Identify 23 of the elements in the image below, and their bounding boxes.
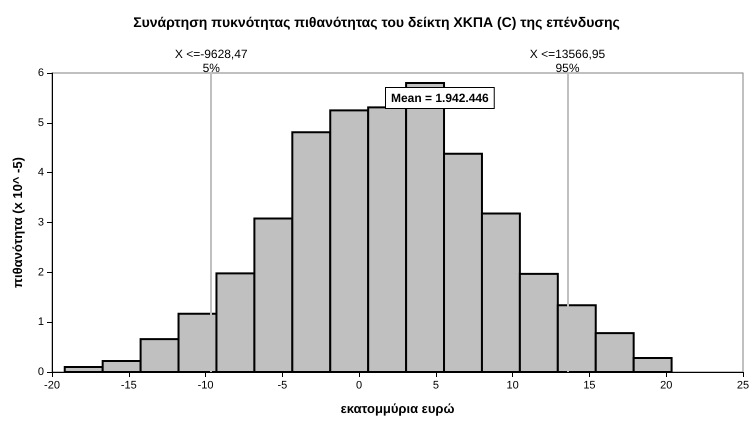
x-tick-label: 10 (506, 380, 519, 392)
x-tick-label: -15 (120, 380, 137, 392)
x-tick-label: 0 (356, 380, 362, 392)
y-axis-title: πιθανότητα (x 10^ -5) (10, 157, 25, 288)
x-tick-label: 15 (583, 380, 596, 392)
y-tick-label: 4 (38, 166, 44, 179)
y-tick-label: 5 (38, 116, 44, 129)
y-tick-label: 2 (38, 266, 44, 278)
x-tick-label: -5 (277, 380, 288, 392)
y-tick-label: 0 (38, 366, 44, 378)
annotation: Mean = 1.942.446 (391, 91, 490, 105)
y-tick-label: 3 (38, 216, 44, 228)
ref-line-label: X <=13566,95 95% (530, 47, 606, 75)
x-tick-label: -20 (44, 380, 60, 392)
x-axis-title: εκατομμύρια ευρώ (340, 401, 454, 416)
x-tick-label: 25 (736, 380, 750, 392)
x-tick-label: 20 (660, 380, 672, 392)
ref-line-label: X <=-9628,47 5% (174, 47, 248, 75)
chart-title: Συνάρτηση πυκνότητας πιθανότητας του δείκτη ΧΚΠΑ (C) της επένδυσης (133, 14, 620, 30)
x-tick-label: 5 (432, 380, 439, 392)
x-tick-label: -10 (198, 380, 214, 392)
y-tick-label: 1 (38, 316, 44, 328)
y-tick-label: 6 (38, 67, 44, 79)
